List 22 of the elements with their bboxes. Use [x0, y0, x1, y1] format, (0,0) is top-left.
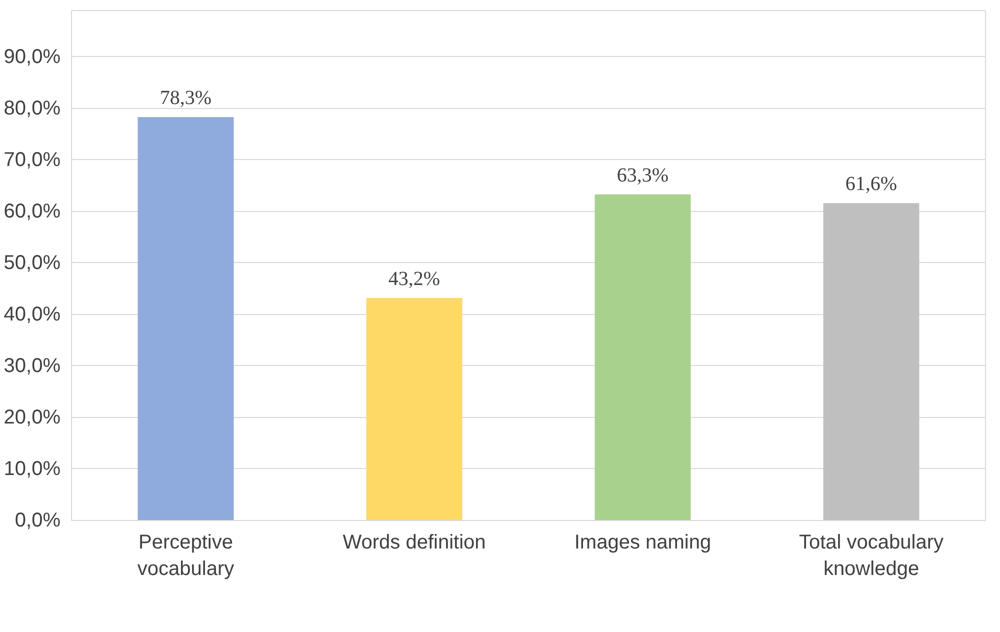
y-tick-label: 30,0% [4, 354, 61, 377]
y-tick-label: 40,0% [4, 303, 61, 326]
y-tick-label: 90,0% [4, 46, 61, 68]
y-tick-label: 70,0% [4, 148, 61, 171]
x-tick-label: Perceptive vocabulary [137, 532, 234, 580]
y-tick-label: 50,0% [4, 252, 61, 274]
x-tick-label: Images naming [574, 532, 712, 554]
bar [366, 298, 462, 520]
y-tick-label: 20,0% [4, 406, 61, 428]
bar [138, 117, 234, 520]
y-tick-label: 80,0% [4, 97, 61, 120]
data-label: 63,3% [616, 164, 669, 186]
data-label: 43,2% [388, 268, 440, 290]
bar [823, 203, 920, 520]
x-tick-label: Total vocabulary knowledge [798, 532, 944, 580]
bar [594, 194, 691, 520]
x-tick-label: Words definition [342, 532, 486, 554]
y-tick-label: 60,0% [4, 200, 61, 222]
data-label: 78,3% [160, 87, 212, 110]
y-tick-label: 0,0% [14, 510, 61, 532]
data-label: 61,6% [845, 173, 898, 196]
y-tick-label: 10,0% [4, 458, 61, 480]
